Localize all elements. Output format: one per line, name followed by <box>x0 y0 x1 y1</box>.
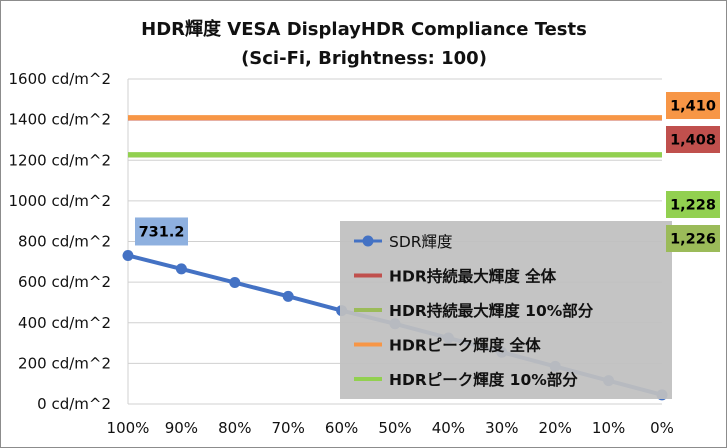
data-label-text: 1,408 <box>670 133 716 149</box>
x-tick-label: 40% <box>432 419 465 437</box>
data-label-text: 1,410 <box>670 99 716 115</box>
x-tick-label: 50% <box>378 419 411 437</box>
y-tick-label: 400 cd/m^2 <box>18 314 111 332</box>
data-point <box>175 263 187 275</box>
data-label-box <box>135 217 188 246</box>
data-label-box <box>666 92 720 119</box>
legend-label: HDRピーク輝度 全体 <box>389 336 541 355</box>
data-label-box <box>666 225 720 252</box>
y-tick-label: 1000 cd/m^2 <box>9 192 112 210</box>
legend-label: HDR持続最大輝度 10%部分 <box>389 301 594 320</box>
data-label-text: 731.2 <box>139 224 185 240</box>
x-tick-label: 10% <box>592 419 625 437</box>
data-label-text: 1,226 <box>670 232 716 248</box>
y-tick-label: 200 cd/m^2 <box>18 354 111 372</box>
data-label-text: 1,228 <box>670 198 716 214</box>
x-tick-label: 60% <box>325 419 358 437</box>
x-tick-label: 20% <box>539 419 572 437</box>
chart-title: HDR輝度 VESA DisplayHDR Compliance Tests <box>141 18 587 40</box>
legend-label: HDR持続最大輝度 全体 <box>389 267 557 286</box>
data-label-box <box>666 126 720 153</box>
legend-label: HDRピーク輝度 10%部分 <box>389 370 578 389</box>
y-tick-label: 1400 cd/m^2 <box>9 111 112 129</box>
data-labels: 731.2 1,410 1,408 1,228 1,226 <box>135 92 720 252</box>
x-tick-label: 0% <box>650 419 674 437</box>
x-tick-label: 70% <box>272 419 305 437</box>
x-tick-label: 90% <box>165 419 198 437</box>
y-tick-label: 1600 cd/m^2 <box>9 70 112 88</box>
data-label-box <box>666 191 720 218</box>
y-tick-label: 600 cd/m^2 <box>18 273 111 291</box>
chart-subtitle: (Sci-Fi, Brightness: 100) <box>241 48 487 69</box>
y-tick-label: 1200 cd/m^2 <box>9 151 112 169</box>
x-tick-label: 100% <box>107 419 150 437</box>
x-tick-label: 80% <box>218 419 251 437</box>
x-tick-label: 30% <box>485 419 518 437</box>
legend: SDR輝度 HDR持続最大輝度 全体 HDR持続最大輝度 10%部分 HDRピーク輝度… <box>340 221 672 399</box>
data-point <box>282 290 294 302</box>
legend-marker <box>362 235 374 247</box>
x-axis-ticks: 100% 90% 80% 70% 60% 50% 40% 30% 20% 10% 0% <box>107 419 674 437</box>
legend-label: SDR輝度 <box>389 233 453 251</box>
legend-box <box>340 221 672 399</box>
data-point <box>229 277 241 289</box>
y-axis-ticks: 0 cd/m^2 200 cd/m^2 400 cd/m^2 600 cd/m^2 80… <box>9 70 112 413</box>
data-point <box>122 249 134 261</box>
y-tick-label: 0 cd/m^2 <box>37 395 111 413</box>
y-tick-label: 800 cd/m^2 <box>18 233 111 251</box>
